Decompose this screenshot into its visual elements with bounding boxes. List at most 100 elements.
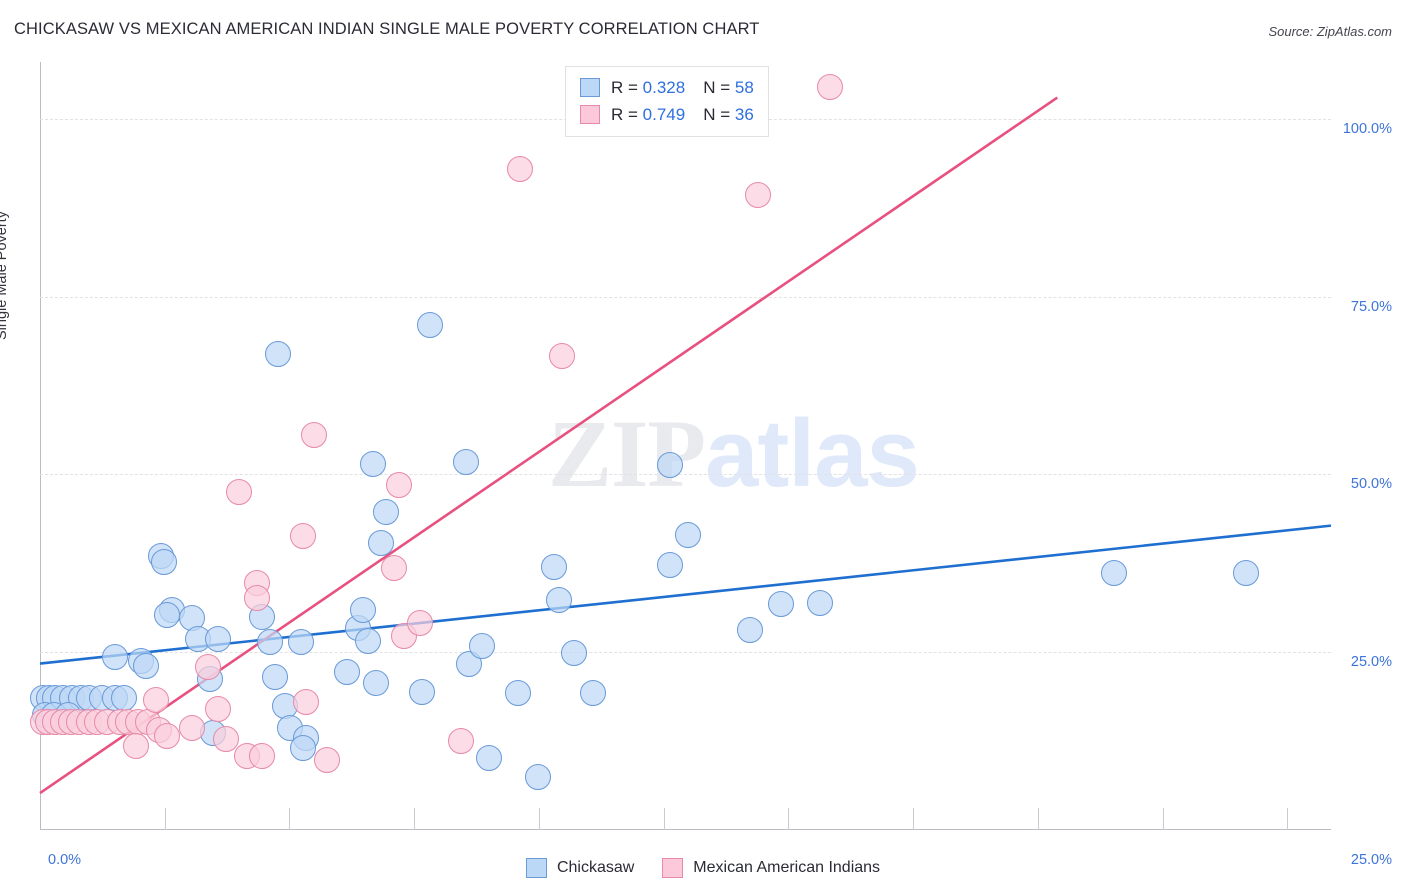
scatter-point[interactable] [447, 728, 474, 755]
scatter-point[interactable] [525, 763, 552, 790]
scatter-point[interactable] [806, 590, 833, 617]
scatter-point[interactable] [290, 523, 317, 550]
scatter-point[interactable] [548, 342, 575, 369]
scatter-point[interactable] [122, 733, 149, 760]
scatter-point[interactable] [225, 479, 252, 506]
scatter-point[interactable] [385, 472, 412, 499]
page-title: CHICKASAW VS MEXICAN AMERICAN INDIAN SIN… [14, 20, 760, 38]
legend-item-mexican-american-indians[interactable]: Mexican American Indians [662, 858, 880, 878]
scatter-point[interactable] [194, 654, 221, 681]
x-axis-label: 25.0% [1350, 852, 1392, 868]
scatter-point[interactable] [561, 639, 588, 666]
scatter-point[interactable] [362, 669, 389, 696]
x-axis-label: 0.0% [48, 852, 82, 868]
stats-legend-row: R = 0.328 N = 58 [580, 74, 754, 101]
scatter-point[interactable] [179, 714, 206, 741]
scatter-point[interactable] [476, 745, 503, 772]
scatter-point[interactable] [287, 628, 314, 655]
stats-text-chickasaw: R = 0.328 N = 58 [611, 77, 754, 97]
x-tick [663, 808, 665, 830]
scatter-point[interactable] [416, 312, 443, 339]
series-legend: Chickasaw Mexican American Indians [0, 858, 1406, 878]
scatter-point[interactable] [372, 499, 399, 526]
scatter-point[interactable] [143, 686, 170, 713]
scatter-point[interactable] [264, 340, 291, 367]
scatter-point[interactable] [1232, 559, 1259, 586]
scatter-point[interactable] [545, 586, 572, 613]
scatter-point[interactable] [261, 664, 288, 691]
scatter-point[interactable] [675, 521, 702, 548]
x-tick [1287, 808, 1289, 830]
y-axis-title: Single Male Poverty [0, 211, 10, 340]
x-tick [913, 808, 915, 830]
scatter-point[interactable] [150, 548, 177, 575]
scatter-point[interactable] [507, 155, 534, 182]
gridline [40, 296, 1331, 298]
scatter-point[interactable] [354, 627, 381, 654]
stats-text-mexican-american-indians: R = 0.749 N = 36 [611, 104, 754, 124]
scatter-point[interactable] [334, 659, 361, 686]
x-tick [538, 808, 540, 830]
trend-line-chickasaw [39, 524, 1332, 665]
x-tick [289, 808, 291, 830]
scatter-point[interactable] [406, 610, 433, 637]
legend-color-box-mexican-american-indians [662, 858, 684, 878]
legend-color-box-chickasaw [525, 858, 547, 878]
gridline [40, 652, 1331, 654]
scatter-point[interactable] [300, 421, 327, 448]
scatter-point[interactable] [744, 181, 771, 208]
gridline [40, 474, 1331, 476]
y-axis-label: 50.0% [1350, 476, 1392, 493]
scatter-point[interactable] [349, 596, 376, 623]
y-axis-label: 100.0% [1342, 120, 1392, 137]
x-axis-line [40, 829, 1331, 830]
scatter-point[interactable] [737, 617, 764, 644]
x-tick [414, 808, 416, 830]
scatter-point[interactable] [313, 747, 340, 774]
trend-line-mexican-american-indians [39, 96, 1059, 795]
scatter-point[interactable] [540, 553, 567, 580]
y-axis-label: 25.0% [1350, 654, 1392, 671]
scatter-point[interactable] [409, 679, 436, 706]
scatter-point[interactable] [657, 551, 683, 578]
scatter-point[interactable] [360, 450, 387, 477]
legend-item-chickasaw[interactable]: Chickasaw [525, 858, 634, 878]
scatter-point[interactable] [101, 644, 128, 671]
scatter-point[interactable] [453, 448, 480, 475]
scatter-point[interactable] [243, 585, 270, 612]
y-axis-line [40, 62, 41, 830]
scatter-point[interactable] [292, 689, 319, 715]
scatter-point[interactable] [504, 679, 531, 706]
legend-label-mexican-american-indians: Mexican American Indians [693, 859, 881, 876]
source-attribution: Source: ZipAtlas.com [1268, 24, 1392, 39]
scatter-point[interactable] [205, 696, 232, 723]
scatter-point[interactable] [657, 452, 683, 479]
legend-swatch-mexican-american-indians [580, 105, 600, 124]
scatter-point[interactable] [768, 590, 795, 617]
legend-swatch-chickasaw [580, 78, 600, 97]
x-tick [1162, 808, 1164, 830]
scatter-point[interactable] [1101, 559, 1128, 586]
x-tick [1037, 808, 1039, 830]
scatter-point[interactable] [290, 735, 317, 762]
scatter-point[interactable] [817, 73, 844, 100]
scatter-point[interactable] [367, 530, 394, 557]
scatter-point[interactable] [249, 743, 276, 770]
x-tick [788, 808, 790, 830]
y-axis-label: 75.0% [1350, 298, 1392, 315]
scatter-point[interactable] [468, 632, 495, 659]
stats-legend: R = 0.328 N = 58 R = 0.749 N = 36 [565, 66, 769, 137]
scatter-point[interactable] [153, 723, 180, 750]
trend-lines [39, 96, 1332, 795]
scatter-point[interactable] [205, 626, 232, 653]
scatter-point[interactable] [153, 602, 180, 629]
scatter-point[interactable] [380, 555, 407, 582]
scatter-point[interactable] [579, 679, 606, 706]
scatter-point[interactable] [132, 653, 159, 680]
scatter-point[interactable] [256, 628, 283, 655]
scatter-point[interactable] [212, 725, 239, 752]
x-tick [164, 808, 166, 830]
scatter-point[interactable] [110, 684, 137, 711]
plot-area [29, 62, 1332, 830]
